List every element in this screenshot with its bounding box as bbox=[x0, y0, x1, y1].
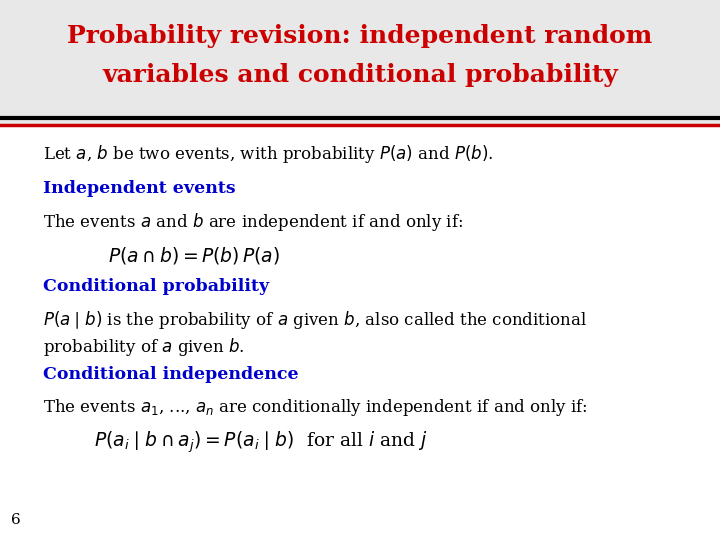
Text: $P(a \mid b)$ is the probability of $a$ given $b$, also called the conditional: $P(a \mid b)$ is the probability of $a$ … bbox=[43, 309, 588, 331]
Text: Conditional probability: Conditional probability bbox=[43, 278, 269, 295]
Text: probability of $a$ given $b$.: probability of $a$ given $b$. bbox=[43, 335, 245, 357]
FancyBboxPatch shape bbox=[0, 0, 720, 125]
Text: Conditional independence: Conditional independence bbox=[43, 366, 299, 383]
Text: Probability revision: independent random: Probability revision: independent random bbox=[68, 24, 652, 48]
Text: The events $a$ and $b$ are independent if and only if:: The events $a$ and $b$ are independent i… bbox=[43, 211, 464, 233]
Text: Let $a$, $b$ be two events, with probability $P(a)$ and $P(b)$.: Let $a$, $b$ be two events, with probabi… bbox=[43, 143, 494, 165]
Text: variables and conditional probability: variables and conditional probability bbox=[102, 63, 618, 86]
Text: $P(a \cap b) = P(b)\,P(a)$: $P(a \cap b) = P(b)\,P(a)$ bbox=[108, 245, 280, 266]
Text: The events $a_1$, ..., $a_n$ are conditionally independent if and only if:: The events $a_1$, ..., $a_n$ are conditi… bbox=[43, 397, 588, 418]
Text: 6: 6 bbox=[11, 512, 21, 526]
Text: Independent events: Independent events bbox=[43, 180, 236, 197]
Text: $P(a_i \mid b \cap a_j) = P(a_i \mid b)$  for all $i$ and $j$: $P(a_i \mid b \cap a_j) = P(a_i \mid b)$… bbox=[94, 430, 428, 455]
